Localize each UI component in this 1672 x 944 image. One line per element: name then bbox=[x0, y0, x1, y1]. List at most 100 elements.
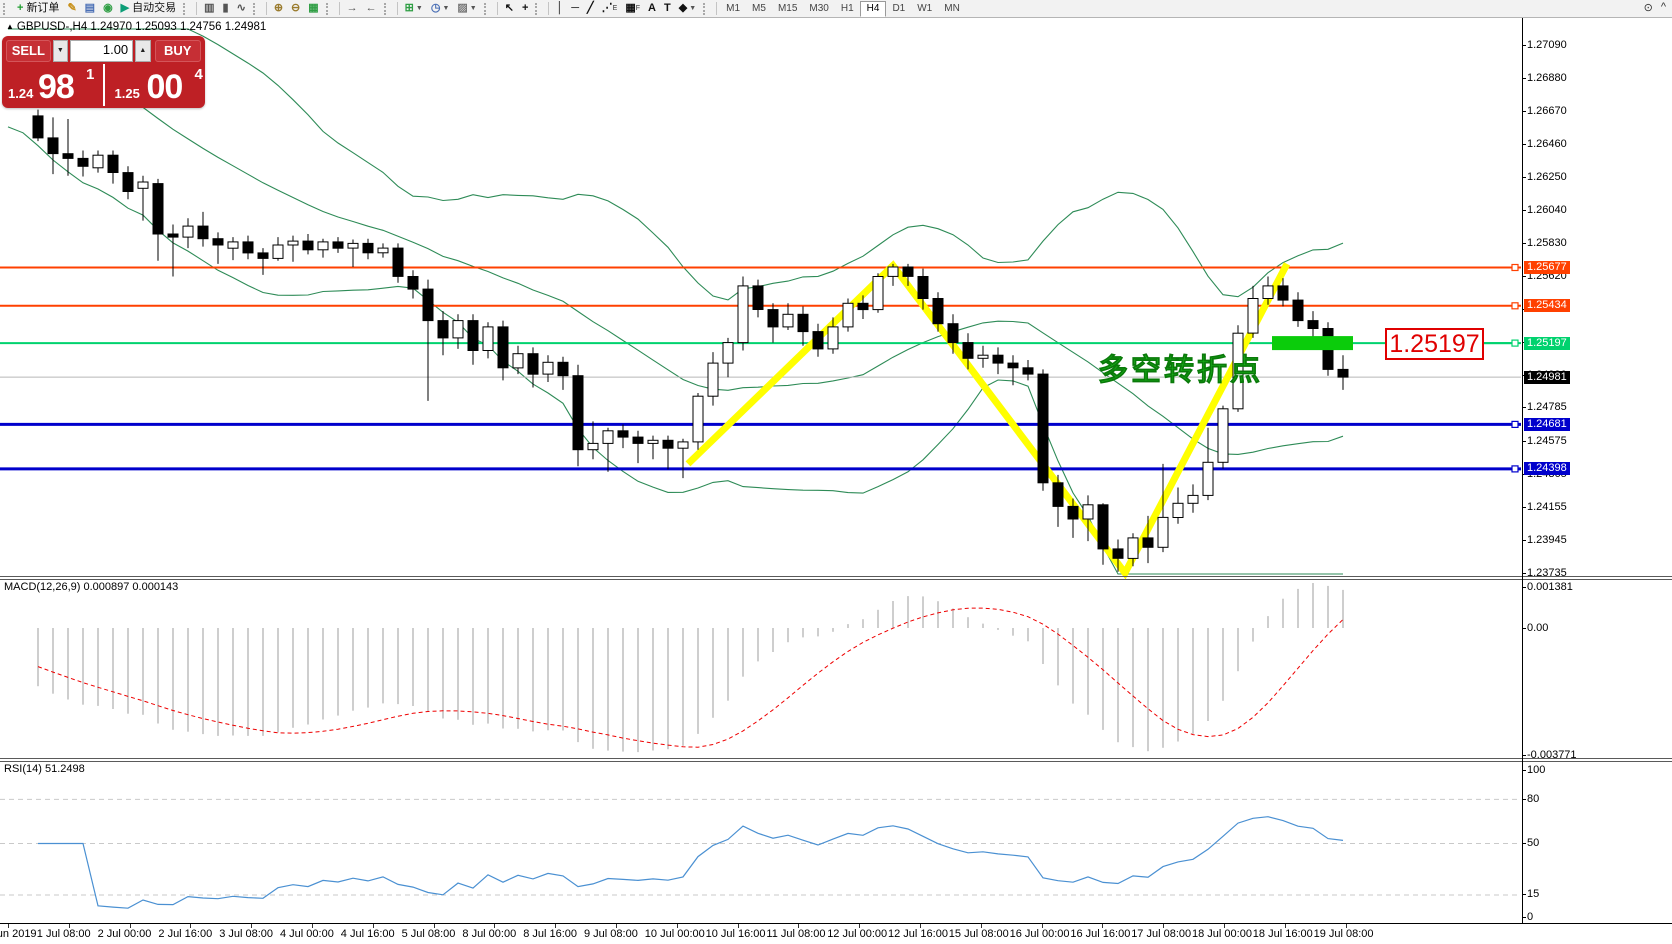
trendline-icon: ╱ bbox=[587, 2, 594, 14]
time-label: 2 Jul 00:00 bbox=[97, 928, 152, 940]
zoom-in-icon[interactable]: ⊕ bbox=[271, 1, 286, 16]
time-tick bbox=[190, 924, 192, 928]
toolbar-grip[interactable] bbox=[483, 2, 491, 15]
profiles-icon[interactable]: ◷ ▼ bbox=[428, 1, 453, 16]
templates-icon-dropdown[interactable]: ▼ bbox=[469, 5, 477, 12]
pane-divider[interactable] bbox=[0, 758, 1672, 759]
vertical-line-icon[interactable]: │ bbox=[553, 1, 566, 16]
text-label-icon[interactable]: T bbox=[661, 1, 674, 16]
text-icon: A bbox=[648, 2, 656, 14]
time-tick bbox=[1345, 924, 1347, 928]
chart-shift-icon[interactable]: → bbox=[344, 1, 361, 16]
highlight-rectangle[interactable] bbox=[1272, 336, 1353, 351]
terminal-icon[interactable]: ▤ bbox=[82, 1, 98, 16]
axis-tick bbox=[1522, 110, 1526, 112]
auto-scroll-icon[interactable]: ← bbox=[363, 1, 380, 16]
rsi-line bbox=[38, 816, 1344, 909]
timeframe-M30[interactable]: M30 bbox=[809, 3, 829, 14]
toolbar-grip[interactable] bbox=[3, 2, 10, 15]
templates-icon[interactable]: ▨ ▼ bbox=[454, 1, 479, 16]
timeframe-W1[interactable]: W1 bbox=[917, 3, 933, 14]
volume-increase-button[interactable]: ▲ bbox=[135, 40, 151, 62]
buy-button[interactable]: BUY bbox=[154, 40, 201, 62]
time-tick bbox=[68, 924, 70, 928]
timeframe-MN[interactable]: MN bbox=[944, 3, 960, 14]
autotrading-icon-label: 自动交易 bbox=[132, 2, 177, 14]
toolbar-grip[interactable] bbox=[183, 2, 190, 15]
toolbar-grip[interactable] bbox=[252, 2, 260, 15]
text-icon[interactable]: A bbox=[645, 1, 659, 16]
profiles-icon: ◷ bbox=[430, 2, 441, 14]
new-chart-icon[interactable]: ⊞ ▼ bbox=[402, 1, 426, 16]
timeframe-M15[interactable]: M15 bbox=[777, 3, 798, 14]
pane-divider[interactable] bbox=[0, 576, 1672, 577]
time-tick bbox=[616, 924, 617, 928]
annotation-text[interactable]: 多空转折点 bbox=[1098, 354, 1263, 388]
crosshair-icon[interactable]: + bbox=[519, 1, 531, 16]
volume-input[interactable]: 1.00 bbox=[70, 40, 134, 62]
buy-price[interactable]: 1.25 00 4 bbox=[107, 62, 206, 108]
new-chart-icon-dropdown[interactable]: ▼ bbox=[415, 5, 423, 12]
cursor-icon[interactable]: ↖ bbox=[502, 1, 517, 16]
timeframe-D1[interactable]: D1 bbox=[892, 3, 906, 14]
sell-price-sup: 1 bbox=[86, 66, 95, 83]
chart-canvas[interactable]: 多空转折点 1.25197 bbox=[0, 0, 1522, 944]
macd-scale-0.00: 0.00 bbox=[1527, 621, 1549, 634]
time-label: 3 Jul 08:00 bbox=[219, 928, 274, 940]
price-callout-label[interactable]: 1.25197 bbox=[1385, 328, 1484, 360]
line-chart-icon: ∿ bbox=[236, 2, 246, 14]
time-label: 12 Jul 16:00 bbox=[888, 928, 948, 940]
timeframe-H4[interactable]: H4 bbox=[859, 0, 887, 17]
tile-windows-icon[interactable]: ▦ bbox=[305, 1, 321, 16]
search-icon[interactable]: ⊙ bbox=[1643, 2, 1653, 14]
timeframe-H1[interactable]: H1 bbox=[840, 3, 854, 14]
timeframe-M5[interactable]: M5 bbox=[752, 3, 766, 14]
pane-divider[interactable] bbox=[0, 579, 1672, 580]
shapes-icon[interactable]: ◆ ▼ bbox=[676, 1, 699, 16]
toolbar-grip[interactable] bbox=[325, 2, 333, 15]
line-chart-icon[interactable]: ∿ bbox=[234, 1, 249, 16]
collapse-triangle-icon[interactable]: ▲ bbox=[6, 22, 14, 31]
buy-price-small: 1.25 bbox=[114, 86, 140, 101]
trendline-zigzag[interactable] bbox=[685, 260, 1291, 580]
hline-handle-1.25197 bbox=[1511, 339, 1519, 347]
fibo-grid-icon[interactable]: ▦ F bbox=[625, 2, 641, 14]
axis-label-1.25830: 1.25830 bbox=[1527, 236, 1567, 249]
time-tick bbox=[129, 924, 131, 928]
autotrading-icon[interactable]: ▶ 自动交易 bbox=[118, 1, 179, 16]
time-tick bbox=[494, 924, 496, 928]
sell-button[interactable]: SELL bbox=[6, 40, 51, 62]
chart-wizard-icon[interactable]: ✎ bbox=[64, 1, 79, 16]
toolbar-grip[interactable] bbox=[383, 2, 391, 15]
candlestick-chart-icon[interactable]: ▮ bbox=[220, 1, 232, 16]
trendline-icon[interactable]: ╱ bbox=[584, 1, 597, 16]
time-tick bbox=[312, 924, 313, 928]
axis-label-1.23945: 1.23945 bbox=[1527, 533, 1567, 546]
axis-label-1.24785: 1.24785 bbox=[1527, 401, 1567, 414]
toolbar-grip[interactable] bbox=[535, 2, 542, 15]
collapse-icon[interactable]: ^ bbox=[1660, 1, 1666, 13]
fibonacci-icon[interactable]: ⋰ E bbox=[601, 2, 618, 14]
time-label: 10 Jul 16:00 bbox=[705, 928, 766, 940]
rsi-axis-tick bbox=[1522, 894, 1526, 896]
auto-scroll-icon: ← bbox=[365, 2, 377, 14]
profiles-icon-dropdown[interactable]: ▼ bbox=[442, 5, 450, 12]
horizontal-line-icon[interactable]: ─ bbox=[568, 1, 582, 16]
new-order-icon[interactable]: + 新订单 bbox=[14, 1, 62, 16]
timeframe-M1[interactable]: M1 bbox=[726, 3, 741, 14]
sell-price[interactable]: 1.24 98 1 bbox=[2, 62, 101, 108]
shapes-icon-dropdown[interactable]: ▼ bbox=[689, 5, 697, 12]
time-label: 10 Jul 00:00 bbox=[644, 928, 705, 940]
zoom-in-icon: ⊕ bbox=[273, 2, 284, 14]
zoom-out-icon[interactable]: ⊖ bbox=[288, 1, 303, 16]
signals-icon[interactable]: ◉ bbox=[100, 1, 116, 16]
toolbar-separator bbox=[338, 2, 340, 15]
bar-chart-icon[interactable]: ▥ bbox=[201, 1, 217, 16]
rsi-gridlines bbox=[0, 798, 1521, 896]
toolbar-grip[interactable] bbox=[703, 2, 710, 15]
pane-divider[interactable] bbox=[0, 761, 1672, 762]
volume-decrease-button[interactable]: ▼ bbox=[52, 40, 69, 62]
time-label: 9 Jul 08:00 bbox=[584, 928, 638, 940]
one-click-row: SELL ▼ 1.00 ▲ BUY bbox=[2, 36, 205, 62]
